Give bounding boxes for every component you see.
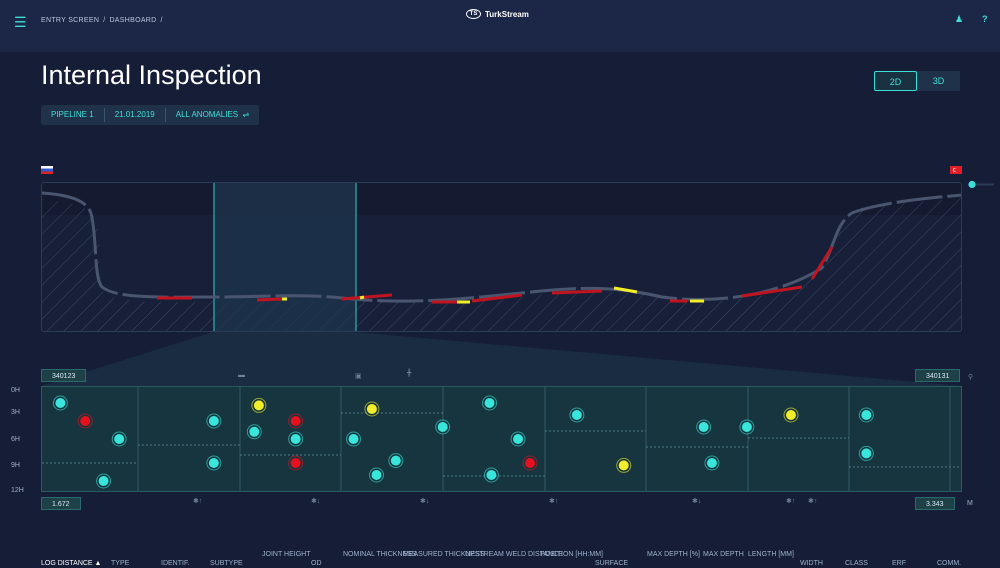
clock-9h: 9H xyxy=(11,462,20,469)
range-start-id: 340123 xyxy=(41,369,87,382)
anomaly-warning-marker[interactable] xyxy=(364,401,380,417)
anomaly-normal-marker[interactable] xyxy=(388,453,404,469)
clock-3h: 3H xyxy=(11,409,20,416)
header-wave xyxy=(0,28,1000,48)
breadcrumb-dashboard[interactable]: DASHBOARD xyxy=(109,17,157,24)
clock-0h: 0H xyxy=(11,387,20,394)
anomaly-normal-marker[interactable] xyxy=(206,413,222,429)
clock-6h: 6H xyxy=(11,436,20,443)
pipeline-filter[interactable]: PIPELINE 1 xyxy=(51,110,94,119)
breadcrumb-entry-screen[interactable]: ENTRY SCREEN xyxy=(41,17,100,24)
anomaly-normal-marker[interactable] xyxy=(435,419,451,435)
column-header[interactable]: MAX DEPTH [%] xyxy=(647,551,700,558)
anomaly-normal-marker[interactable] xyxy=(288,431,304,447)
turkstream-logo-icon: TS xyxy=(466,9,481,19)
divider xyxy=(103,108,105,122)
view-toggle: 2D 3D xyxy=(874,71,960,91)
view-2d-button[interactable]: 2D xyxy=(874,71,917,91)
anomaly-normal-marker[interactable] xyxy=(96,473,112,489)
anomaly-warning-marker[interactable] xyxy=(616,457,632,473)
anomaly-normal-marker[interactable] xyxy=(569,407,585,423)
filter-bar: PIPELINE 1 21.01.2019 ALL ANOMALIES ⇌ xyxy=(41,105,260,125)
anomaly-normal-marker[interactable] xyxy=(346,431,362,447)
column-header[interactable]: MAX DEPTH xyxy=(703,551,744,558)
weld-marker-icon: ✱↓ xyxy=(692,498,702,505)
zoom-projection xyxy=(41,332,962,386)
russia-flag-icon xyxy=(41,166,53,174)
anomaly-warning-marker[interactable] xyxy=(783,407,799,423)
anomaly-normal-marker[interactable] xyxy=(483,467,499,483)
clock-12h: 12H xyxy=(11,487,24,494)
weld-marker-icon: ✱↑ xyxy=(193,498,203,505)
page-title: Internal Inspection xyxy=(41,60,262,90)
anomaly-normal-marker[interactable] xyxy=(704,455,720,471)
pin-icon: ⚲ xyxy=(968,374,974,381)
tee-icon: ╋ xyxy=(407,370,412,377)
anomaly-map xyxy=(41,386,962,492)
anomaly-normal-marker[interactable] xyxy=(858,445,874,461)
anomaly-normal-marker[interactable] xyxy=(858,407,874,423)
divider xyxy=(164,108,166,122)
anomaly-normal-marker[interactable] xyxy=(369,467,385,483)
anomaly-warning-marker[interactable] xyxy=(251,397,267,413)
anomalies-filter[interactable]: ALL ANOMALIES ⇌ xyxy=(166,105,260,125)
anomaly-normal-marker[interactable] xyxy=(206,455,222,471)
anomaly-critical-marker[interactable] xyxy=(77,413,93,429)
anomaly-plot xyxy=(42,387,961,491)
anomaly-normal-marker[interactable] xyxy=(510,431,526,447)
weld-marker-icon: ✱↓ xyxy=(420,498,430,505)
column-header[interactable]: LENGTH [MM] xyxy=(748,551,794,558)
anomaly-normal-marker[interactable] xyxy=(111,431,127,447)
column-header[interactable]: NOMINAL THICKNESS xyxy=(343,551,417,558)
zoom-slider[interactable] xyxy=(966,180,996,190)
anomalies-filter-label: ALL ANOMALIES xyxy=(175,110,239,119)
weld-marker-icon: ✱↑ xyxy=(549,498,559,505)
anomaly-critical-marker[interactable] xyxy=(288,455,304,471)
anomaly-critical-marker[interactable] xyxy=(522,455,538,471)
brand-name: TurkStream xyxy=(485,9,529,19)
weld-marker-icon: ✱↓ xyxy=(311,498,321,505)
weld-marker-icon: ✱↑ xyxy=(786,498,796,505)
brand-logo: TS TurkStream xyxy=(466,9,529,19)
anomaly-normal-marker[interactable] xyxy=(739,419,755,435)
unit-label: M xyxy=(967,500,973,507)
column-header[interactable]: MEASURED THICKNESS xyxy=(403,551,485,558)
turkey-flag-icon xyxy=(950,166,962,174)
filter-settings-icon: ⇌ xyxy=(240,110,250,119)
weld-marker-icon: ✱↑ xyxy=(808,498,818,505)
anomaly-normal-marker[interactable] xyxy=(246,424,262,440)
range-end-km: 3.343 xyxy=(915,497,955,510)
date-filter[interactable]: 21.01.2019 xyxy=(114,110,155,119)
pipeline-profile xyxy=(42,183,961,332)
column-header[interactable]: JOINT HEIGHT xyxy=(262,551,311,558)
anomaly-critical-marker[interactable] xyxy=(288,413,304,429)
column-header[interactable]: UPSTREAM WELD DISTANCE xyxy=(465,551,563,558)
column-header[interactable]: POSITION [HH:MM] xyxy=(540,551,603,558)
view-3d-button[interactable]: 3D xyxy=(917,71,960,91)
flange-icon: ▬ xyxy=(238,372,245,379)
pipeline-overview xyxy=(41,182,962,332)
range-end-id: 340131 xyxy=(915,369,961,382)
valve-icon: ▣ xyxy=(355,373,362,380)
range-start-km: 1.672 xyxy=(41,497,81,510)
anomaly-normal-marker[interactable] xyxy=(482,395,498,411)
help-icon[interactable]: ? xyxy=(982,14,988,24)
menu-icon[interactable]: ☰ xyxy=(14,14,27,30)
anomaly-normal-marker[interactable] xyxy=(52,395,68,411)
breadcrumb: ENTRY SCREEN / DASHBOARD / xyxy=(41,17,163,24)
user-icon[interactable]: ♟ xyxy=(955,14,964,24)
selection-window[interactable] xyxy=(214,183,356,332)
anomaly-normal-marker[interactable] xyxy=(696,419,712,435)
